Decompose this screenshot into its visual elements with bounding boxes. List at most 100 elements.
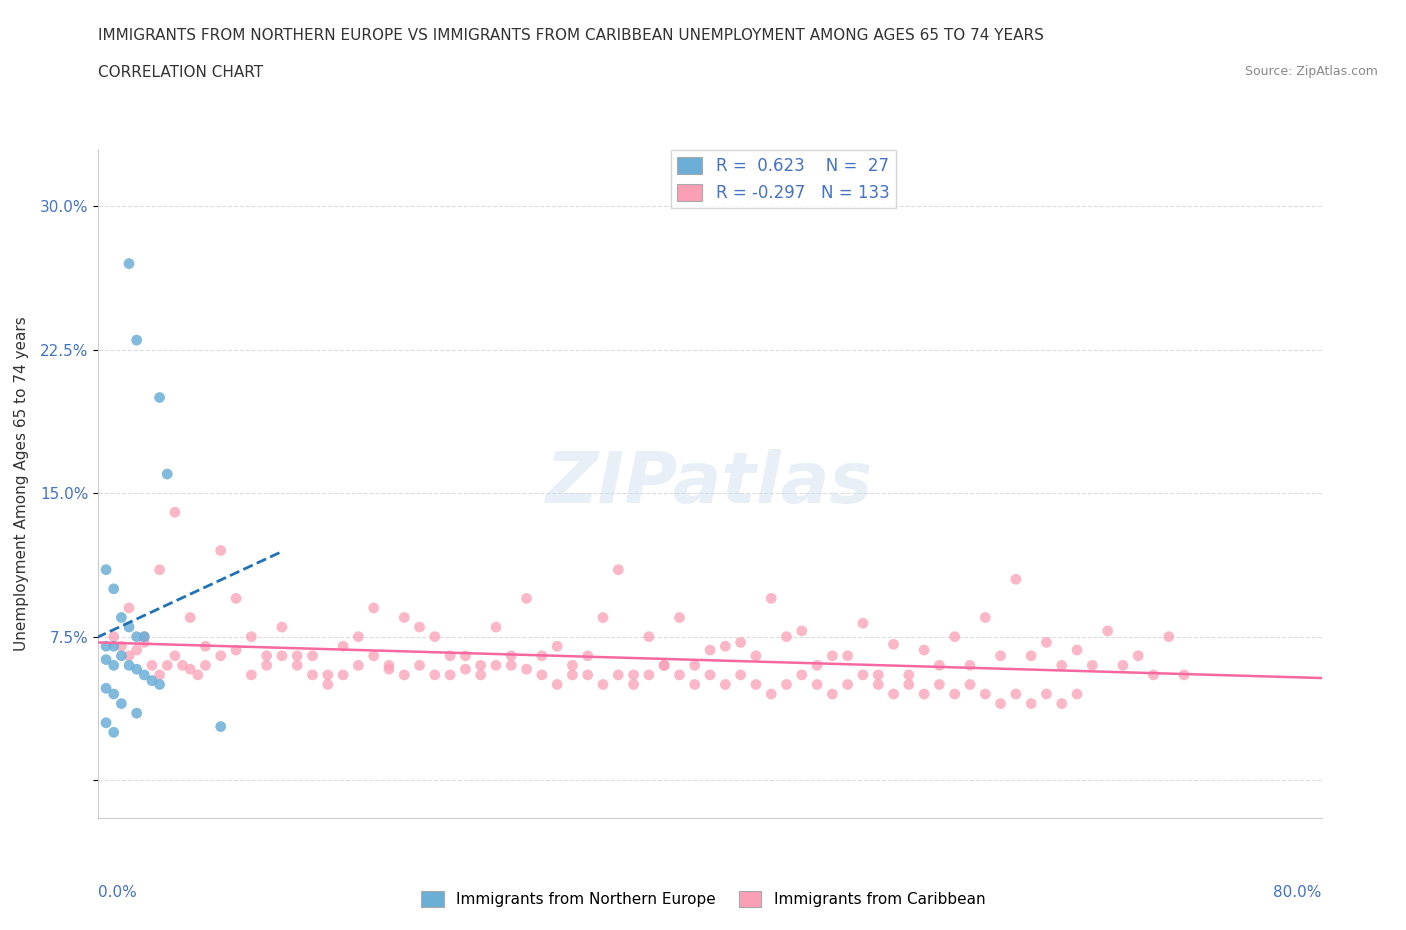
Point [990, 648, 1012, 663]
Point [759, 686, 782, 701]
Point [912, 686, 935, 701]
Point [1004, 686, 1026, 701]
Point [546, 639, 568, 654]
Point [149, 677, 172, 692]
Point [332, 668, 354, 683]
Point [821, 648, 844, 663]
Point [118, 619, 141, 634]
Point [316, 668, 339, 683]
Point [592, 610, 614, 625]
Point [1004, 572, 1026, 587]
Point [974, 686, 997, 701]
Point [790, 668, 813, 683]
Y-axis label: Unemployment Among Ages 65 to 74 years: Unemployment Among Ages 65 to 74 years [14, 316, 30, 651]
Point [607, 563, 630, 578]
Point [118, 648, 141, 663]
Point [134, 668, 156, 683]
Point [194, 639, 217, 654]
Point [1019, 648, 1042, 663]
Point [530, 648, 553, 663]
Point [516, 591, 538, 605]
Point [928, 658, 950, 672]
Point [270, 648, 292, 663]
Point [285, 648, 308, 663]
Point [730, 668, 752, 683]
Point [652, 658, 675, 672]
Point [576, 648, 599, 663]
Point [561, 658, 583, 672]
Point [1112, 658, 1135, 672]
Point [125, 662, 148, 677]
Point [209, 543, 232, 558]
Point [837, 648, 859, 663]
Point [1066, 686, 1088, 701]
Point [699, 643, 721, 658]
Point [501, 658, 523, 672]
Point [179, 610, 201, 625]
Point [516, 662, 538, 677]
Point [730, 635, 752, 650]
Point [852, 616, 875, 631]
Point [392, 610, 416, 625]
Point [439, 668, 461, 683]
Point [745, 648, 768, 663]
Point [959, 677, 981, 692]
Point [103, 724, 125, 739]
Point [363, 601, 385, 616]
Point [94, 715, 117, 730]
Legend: Immigrants from Northern Europe, Immigrants from Caribbean: Immigrants from Northern Europe, Immigra… [415, 884, 991, 913]
Point [1066, 643, 1088, 658]
Point [668, 610, 690, 625]
Point [156, 658, 179, 672]
Point [470, 668, 492, 683]
Point [378, 662, 401, 677]
Point [125, 630, 148, 644]
Point [134, 630, 156, 644]
Point [897, 668, 920, 683]
Point [868, 668, 890, 683]
Point [1173, 668, 1195, 683]
Point [240, 630, 263, 644]
Point [714, 677, 737, 692]
Legend: R =  0.623    N =  27, R = -0.297   N = 133: R = 0.623 N = 27, R = -0.297 N = 133 [671, 151, 896, 208]
Point [187, 668, 209, 683]
Point [392, 668, 416, 683]
Point [974, 610, 997, 625]
Point [110, 610, 132, 625]
Point [714, 639, 737, 654]
Point [959, 658, 981, 672]
Text: ZIPatlas: ZIPatlas [547, 449, 873, 518]
Point [125, 706, 148, 721]
Point [683, 677, 706, 692]
Point [103, 581, 125, 596]
Point [225, 591, 247, 605]
Point [1157, 630, 1180, 644]
Point [163, 648, 186, 663]
Point [110, 648, 132, 663]
Point [256, 648, 278, 663]
Point [1142, 668, 1164, 683]
Point [912, 643, 935, 658]
Point [943, 686, 966, 701]
Point [103, 639, 125, 654]
Point [141, 673, 163, 688]
Point [301, 648, 323, 663]
Point [378, 658, 401, 672]
Text: 0.0%: 0.0% [98, 885, 138, 900]
Point [683, 658, 706, 672]
Point [485, 658, 508, 672]
Point [821, 686, 844, 701]
Point [110, 697, 132, 711]
Point [897, 677, 920, 692]
Point [530, 668, 553, 683]
Point [806, 677, 828, 692]
Point [699, 668, 721, 683]
Point [134, 635, 156, 650]
Point [209, 648, 232, 663]
Point [240, 668, 263, 683]
Point [759, 591, 782, 605]
Point [332, 639, 354, 654]
Point [118, 256, 141, 271]
Point [141, 658, 163, 672]
Point [103, 686, 125, 701]
